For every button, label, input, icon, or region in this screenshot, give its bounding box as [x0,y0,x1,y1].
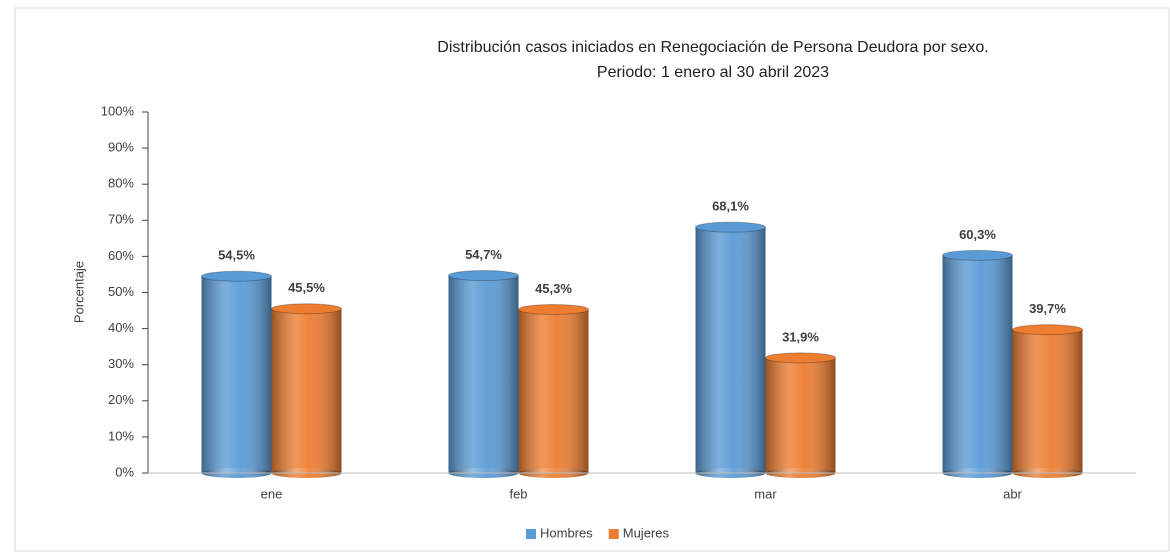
bar-top [201,270,272,282]
y-tick-label: 20% [108,392,134,407]
y-tick-label: 0% [115,464,134,479]
bar-top [271,303,342,315]
y-axis-label: Porcentaje [71,261,86,323]
bar-top [695,221,766,233]
value-label: 31,9% [782,329,819,344]
x-tick-label: feb [509,486,527,501]
legend-label: Hombres [540,525,593,540]
legend-swatch [526,529,536,539]
bar-shade [448,275,519,473]
y-tick-label: 60% [108,248,134,263]
legend-label: Mujeres [623,525,670,540]
value-label: 54,5% [218,248,255,263]
bar-top [765,352,836,364]
chart-subtitle: Periodo: 1 enero al 30 abril 2023 [597,64,829,81]
y-tick-label: 10% [108,428,134,443]
bar-shade [695,227,766,473]
value-label: 60,3% [959,227,996,242]
x-tick-label: ene [261,486,283,501]
y-tick-label: 100% [101,103,135,118]
bar-top [1012,324,1083,336]
bar-shade [765,357,836,473]
x-tick-label: abr [1003,486,1022,501]
value-label: 39,7% [1029,301,1066,316]
y-tick-label: 30% [108,356,134,371]
bar-shade [942,255,1013,473]
value-label: 54,7% [465,247,502,262]
bar-shade [201,276,272,473]
value-label: 68,1% [712,199,749,214]
y-tick-label: 70% [108,212,134,227]
chart-title: Distribución casos iniciados en Renegoci… [437,39,988,56]
bar-shade [271,308,342,473]
legend-swatch [608,529,619,539]
value-label: 45,5% [288,280,325,295]
bar-top [942,249,1013,261]
y-tick-label: 50% [108,284,134,299]
bar-shade [518,309,589,473]
y-tick-label: 80% [108,176,134,191]
bar-top [518,303,589,315]
bar-shade [1012,329,1083,473]
bar-top [448,270,519,282]
x-tick-label: mar [754,486,777,501]
value-label: 45,3% [535,281,572,296]
y-tick-label: 90% [108,140,134,155]
y-tick-label: 40% [108,320,134,335]
